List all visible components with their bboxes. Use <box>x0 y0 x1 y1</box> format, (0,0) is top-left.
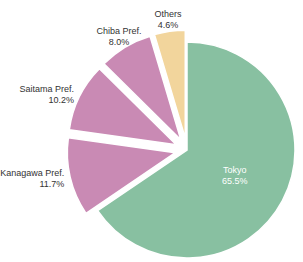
data-label: 8.0% <box>109 37 130 47</box>
slice-label: Kanagawa Pref. <box>0 168 64 178</box>
pie <box>67 30 295 258</box>
slice-label: Others <box>154 9 182 19</box>
slice-label: Saitama Pref. <box>19 84 74 94</box>
pie-slice <box>154 30 185 138</box>
data-label: 65.5% <box>222 176 248 186</box>
data-label: 4.6% <box>158 20 179 30</box>
data-label: 10.2% <box>48 95 74 105</box>
labels: Tokyo65.5% Kanagawa Pref.11.7% Saitama Pre… <box>0 9 247 189</box>
data-label: 11.7% <box>39 179 64 189</box>
chart: Tokyo65.5% Kanagawa Pref.11.7% Saitama Pre… <box>0 0 303 262</box>
slice-label: Chiba Pref. <box>97 26 142 36</box>
slice-label: Tokyo <box>223 165 247 175</box>
pie-slice <box>67 138 175 214</box>
